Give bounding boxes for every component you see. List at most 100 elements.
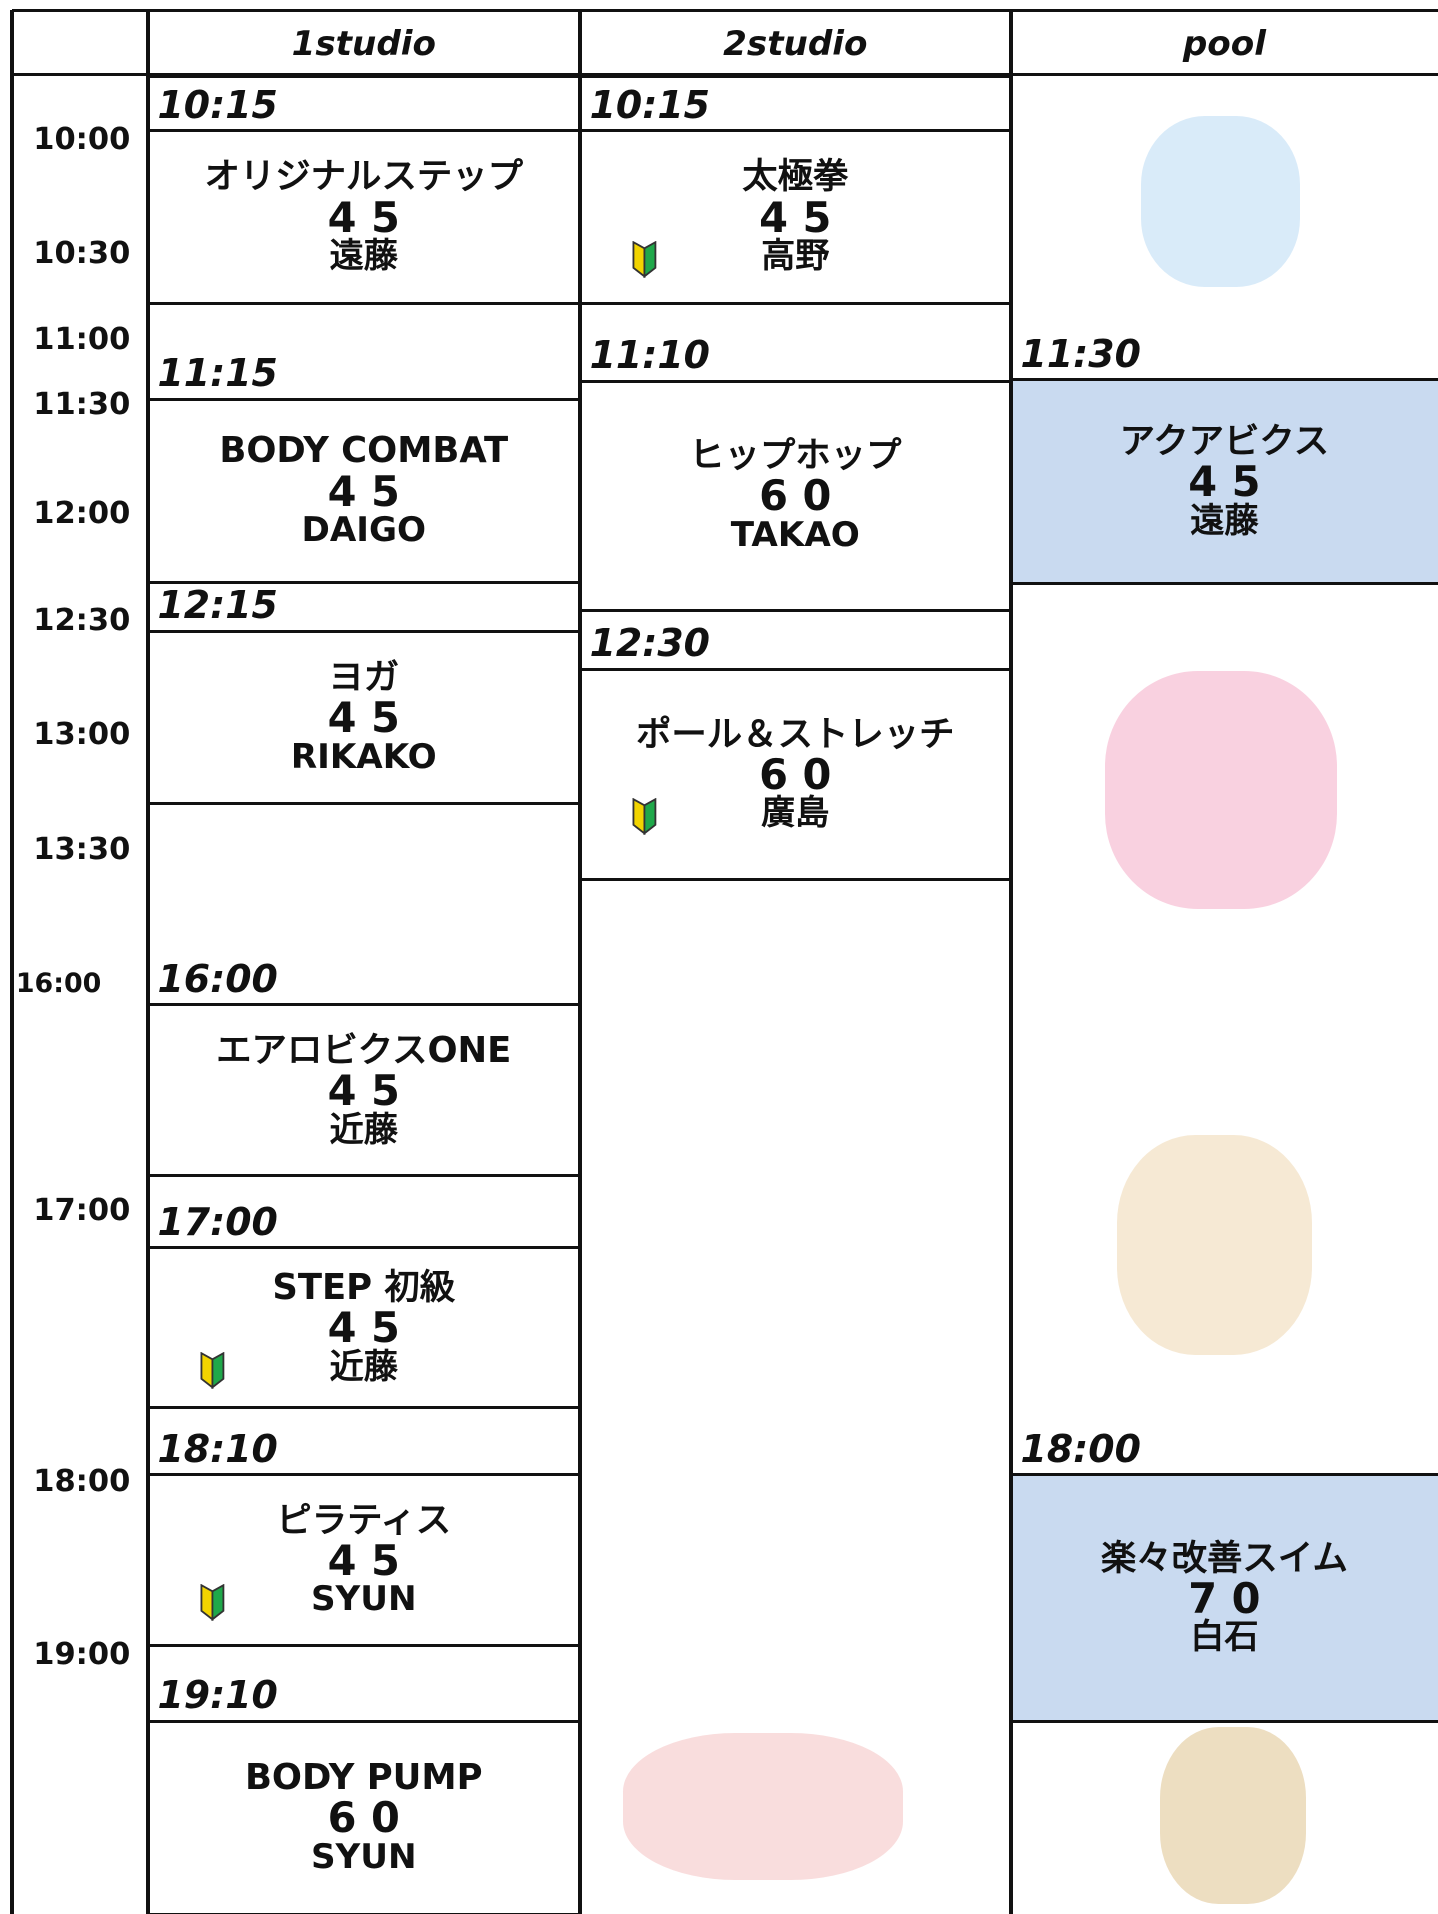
class-duration: 60 — [759, 749, 846, 799]
time-label: 19:00 — [33, 1636, 131, 1672]
class-info: ポール＆ストレッチ 60 廣島 — [580, 669, 1011, 879]
class-name: ピラティス — [276, 1499, 452, 1541]
grid-line — [147, 1406, 580, 1410]
time-label: 11:30 — [33, 386, 131, 422]
class-duration: 45 — [1188, 457, 1276, 507]
class-info: ピラティス 45 SYUN — [148, 1475, 580, 1646]
time-label: 13:00 — [33, 717, 131, 753]
instructor: 近藤 — [329, 1346, 398, 1387]
time-label: 17:00 — [33, 1193, 131, 1229]
class-info: オリジナルステップ 45 遠藤 — [148, 131, 580, 303]
start-time: 19:10 — [157, 1673, 278, 1718]
start-time: 10:15 — [157, 82, 278, 127]
beginner-mark-icon — [632, 798, 657, 836]
grid-line — [147, 397, 580, 401]
class-name: 太極拳 — [742, 156, 849, 198]
class-info: 楽々改善スイム 70 白石 — [1011, 1475, 1438, 1722]
grid-line — [147, 1719, 580, 1724]
instructor: 近藤 — [329, 1109, 398, 1150]
class-duration: 45 — [327, 466, 415, 516]
beginner-mark — [199, 1584, 226, 1622]
grid-line — [1008, 9, 1013, 1914]
grid-line — [147, 1174, 580, 1178]
class-duration: 45 — [759, 192, 846, 242]
column-header: 1studio — [291, 23, 436, 64]
class-duration: 45 — [327, 1303, 415, 1353]
start-time: 11:10 — [589, 333, 711, 378]
instructor: 白石 — [1190, 1617, 1259, 1658]
start-time: 17:00 — [157, 1199, 278, 1244]
time-label: 16:00 — [15, 968, 102, 1000]
class-duration: 60 — [759, 471, 846, 521]
class-duration: 70 — [1188, 1573, 1276, 1623]
class-info: エアロビクスONE 45 近藤 — [148, 1005, 580, 1176]
time-label: 12:30 — [33, 602, 131, 638]
class-name: BODY COMBAT — [219, 430, 509, 472]
start-time: 12:15 — [157, 583, 278, 628]
class-name: BODY PUMP — [244, 1757, 483, 1799]
class-name: 楽々改善スイム — [1100, 1537, 1348, 1579]
grid-line — [579, 667, 1011, 671]
time-label: 13:30 — [33, 832, 131, 868]
grid-line — [147, 802, 580, 806]
class-info: 太極拳 45 高野 — [580, 131, 1011, 303]
beginner-mark — [631, 240, 658, 279]
time-label: 18:00 — [33, 1464, 131, 1500]
class-name: ポール＆ストレッチ — [636, 713, 955, 755]
time-label: 11:00 — [33, 321, 131, 357]
class-info: ヨガ 45 RIKAKO — [148, 631, 580, 803]
start-time: 18:00 — [1020, 1426, 1141, 1471]
class-box-bg — [1010, 379, 1438, 584]
start-time: 16:00 — [157, 956, 278, 1001]
time-label: 10:00 — [33, 121, 131, 157]
column-header: pool — [1182, 23, 1266, 64]
grid-line — [147, 129, 580, 133]
start-time: 18:10 — [157, 1426, 278, 1471]
instructor: DAIGO — [301, 510, 427, 551]
class-box-bg — [1010, 1474, 1438, 1722]
grid-line — [579, 74, 1011, 78]
class-info: ヒップホップ 60 TAKAO — [580, 381, 1011, 610]
grid-line — [147, 1912, 580, 1914]
class-info: アクアビクス 45 遠藤 — [1011, 380, 1438, 584]
instructor: RIKAKO — [290, 736, 437, 777]
instructor: 遠藤 — [329, 236, 398, 277]
class-name: アクアビクス — [1119, 421, 1330, 463]
grid-line — [10, 9, 15, 1914]
grid-line — [1010, 582, 1438, 586]
beginner-mark-icon — [200, 1584, 225, 1622]
beginner-mark-icon — [632, 240, 657, 279]
beginner-mark — [199, 1351, 226, 1390]
time-label: 12:00 — [33, 496, 131, 532]
class-duration: 45 — [327, 192, 415, 242]
start-time: 11:15 — [157, 351, 278, 396]
grid-line — [1010, 1473, 1438, 1477]
illustration — [1141, 115, 1301, 287]
grid-line — [579, 609, 1011, 613]
grid-line — [579, 129, 1011, 133]
column-header: 2studio — [723, 23, 868, 64]
class-info: BODY COMBAT 45 DAIGO — [148, 399, 580, 582]
illustration — [1159, 1727, 1307, 1905]
grid-line — [579, 877, 1011, 881]
grid-line — [145, 9, 150, 1914]
grid-line — [147, 581, 580, 585]
illustration — [622, 1733, 904, 1880]
grid-line — [147, 1473, 580, 1477]
grid-line — [1010, 378, 1438, 382]
instructor: 高野 — [761, 236, 830, 277]
grid-line — [579, 379, 1011, 383]
beginner-mark — [631, 798, 658, 836]
illustration — [1116, 1135, 1313, 1355]
start-time: 10:15 — [589, 82, 711, 127]
start-time: 12:30 — [589, 621, 711, 666]
class-name: STEP 初級 — [272, 1267, 456, 1309]
instructor: SYUN — [310, 1579, 417, 1620]
time-label: 10:30 — [33, 236, 131, 272]
instructor: TAKAO — [730, 515, 860, 556]
class-name: オリジナルステップ — [204, 156, 524, 198]
class-duration: 45 — [327, 1535, 415, 1585]
grid-line — [578, 9, 582, 1914]
class-name: ヒップホップ — [689, 435, 902, 477]
